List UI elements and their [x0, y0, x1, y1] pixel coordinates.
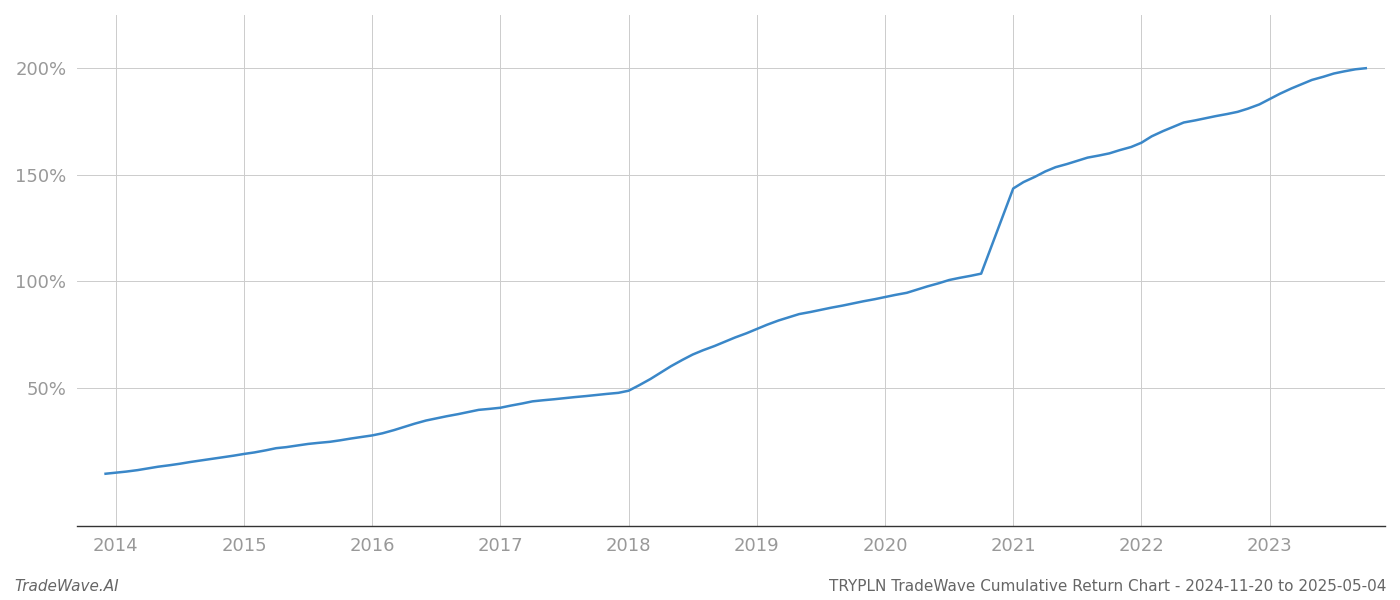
Text: TradeWave.AI: TradeWave.AI [14, 579, 119, 594]
Text: TRYPLN TradeWave Cumulative Return Chart - 2024-11-20 to 2025-05-04: TRYPLN TradeWave Cumulative Return Chart… [829, 579, 1386, 594]
